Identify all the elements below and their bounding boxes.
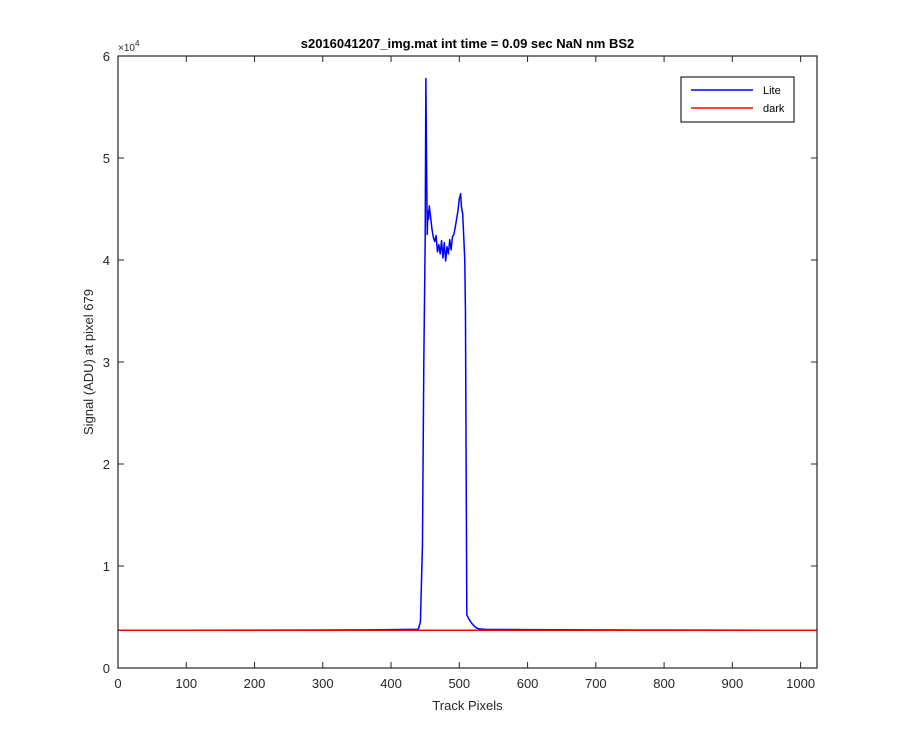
x-tick-label: 500 (448, 676, 470, 691)
y-exponent-base: ×10 (118, 43, 135, 54)
legend-label-lite: Lite (763, 85, 781, 97)
x-tick-label: 400 (380, 676, 402, 691)
x-tick-label: 200 (244, 676, 266, 691)
y-axis-label: Signal (ADU) at pixel 679 (81, 289, 96, 435)
x-tick-label: 600 (517, 676, 539, 691)
legend: Lite dark (680, 76, 795, 123)
y-tick-label: 4 (103, 253, 110, 268)
y-axis-exponent: ×104 (118, 39, 140, 54)
y-tick-label: 0 (103, 661, 110, 676)
y-tick-label: 6 (103, 49, 110, 64)
x-tick-label: 700 (585, 676, 607, 691)
y-tick-label: 5 (103, 151, 110, 166)
chart-title: s2016041207_img.mat int time = 0.09 sec … (301, 36, 635, 51)
y-tick-label: 1 (103, 559, 110, 574)
x-tick-label: 1000 (786, 676, 815, 691)
x-tick-label: 300 (312, 676, 334, 691)
y-tick-label: 3 (103, 355, 110, 370)
y-tick-label: 2 (103, 457, 110, 472)
series-line-lite (118, 77, 818, 632)
series-layer (118, 77, 818, 632)
legend-box (680, 76, 795, 123)
legend-label-dark: dark (763, 103, 785, 115)
y-exponent-power: 4 (135, 39, 140, 48)
x-axis-label: Track Pixels (432, 698, 503, 713)
x-tick-label: 100 (175, 676, 197, 691)
plot-background (118, 56, 817, 668)
x-tick-label: 800 (653, 676, 675, 691)
plot-area (118, 56, 817, 668)
x-tick-label: 900 (722, 676, 744, 691)
ticks: 0 100 200 300 400 500 600 700 800 900 1000 0 1 2 3 4 5 6 (103, 49, 817, 691)
x-tick-label: 0 (114, 676, 121, 691)
